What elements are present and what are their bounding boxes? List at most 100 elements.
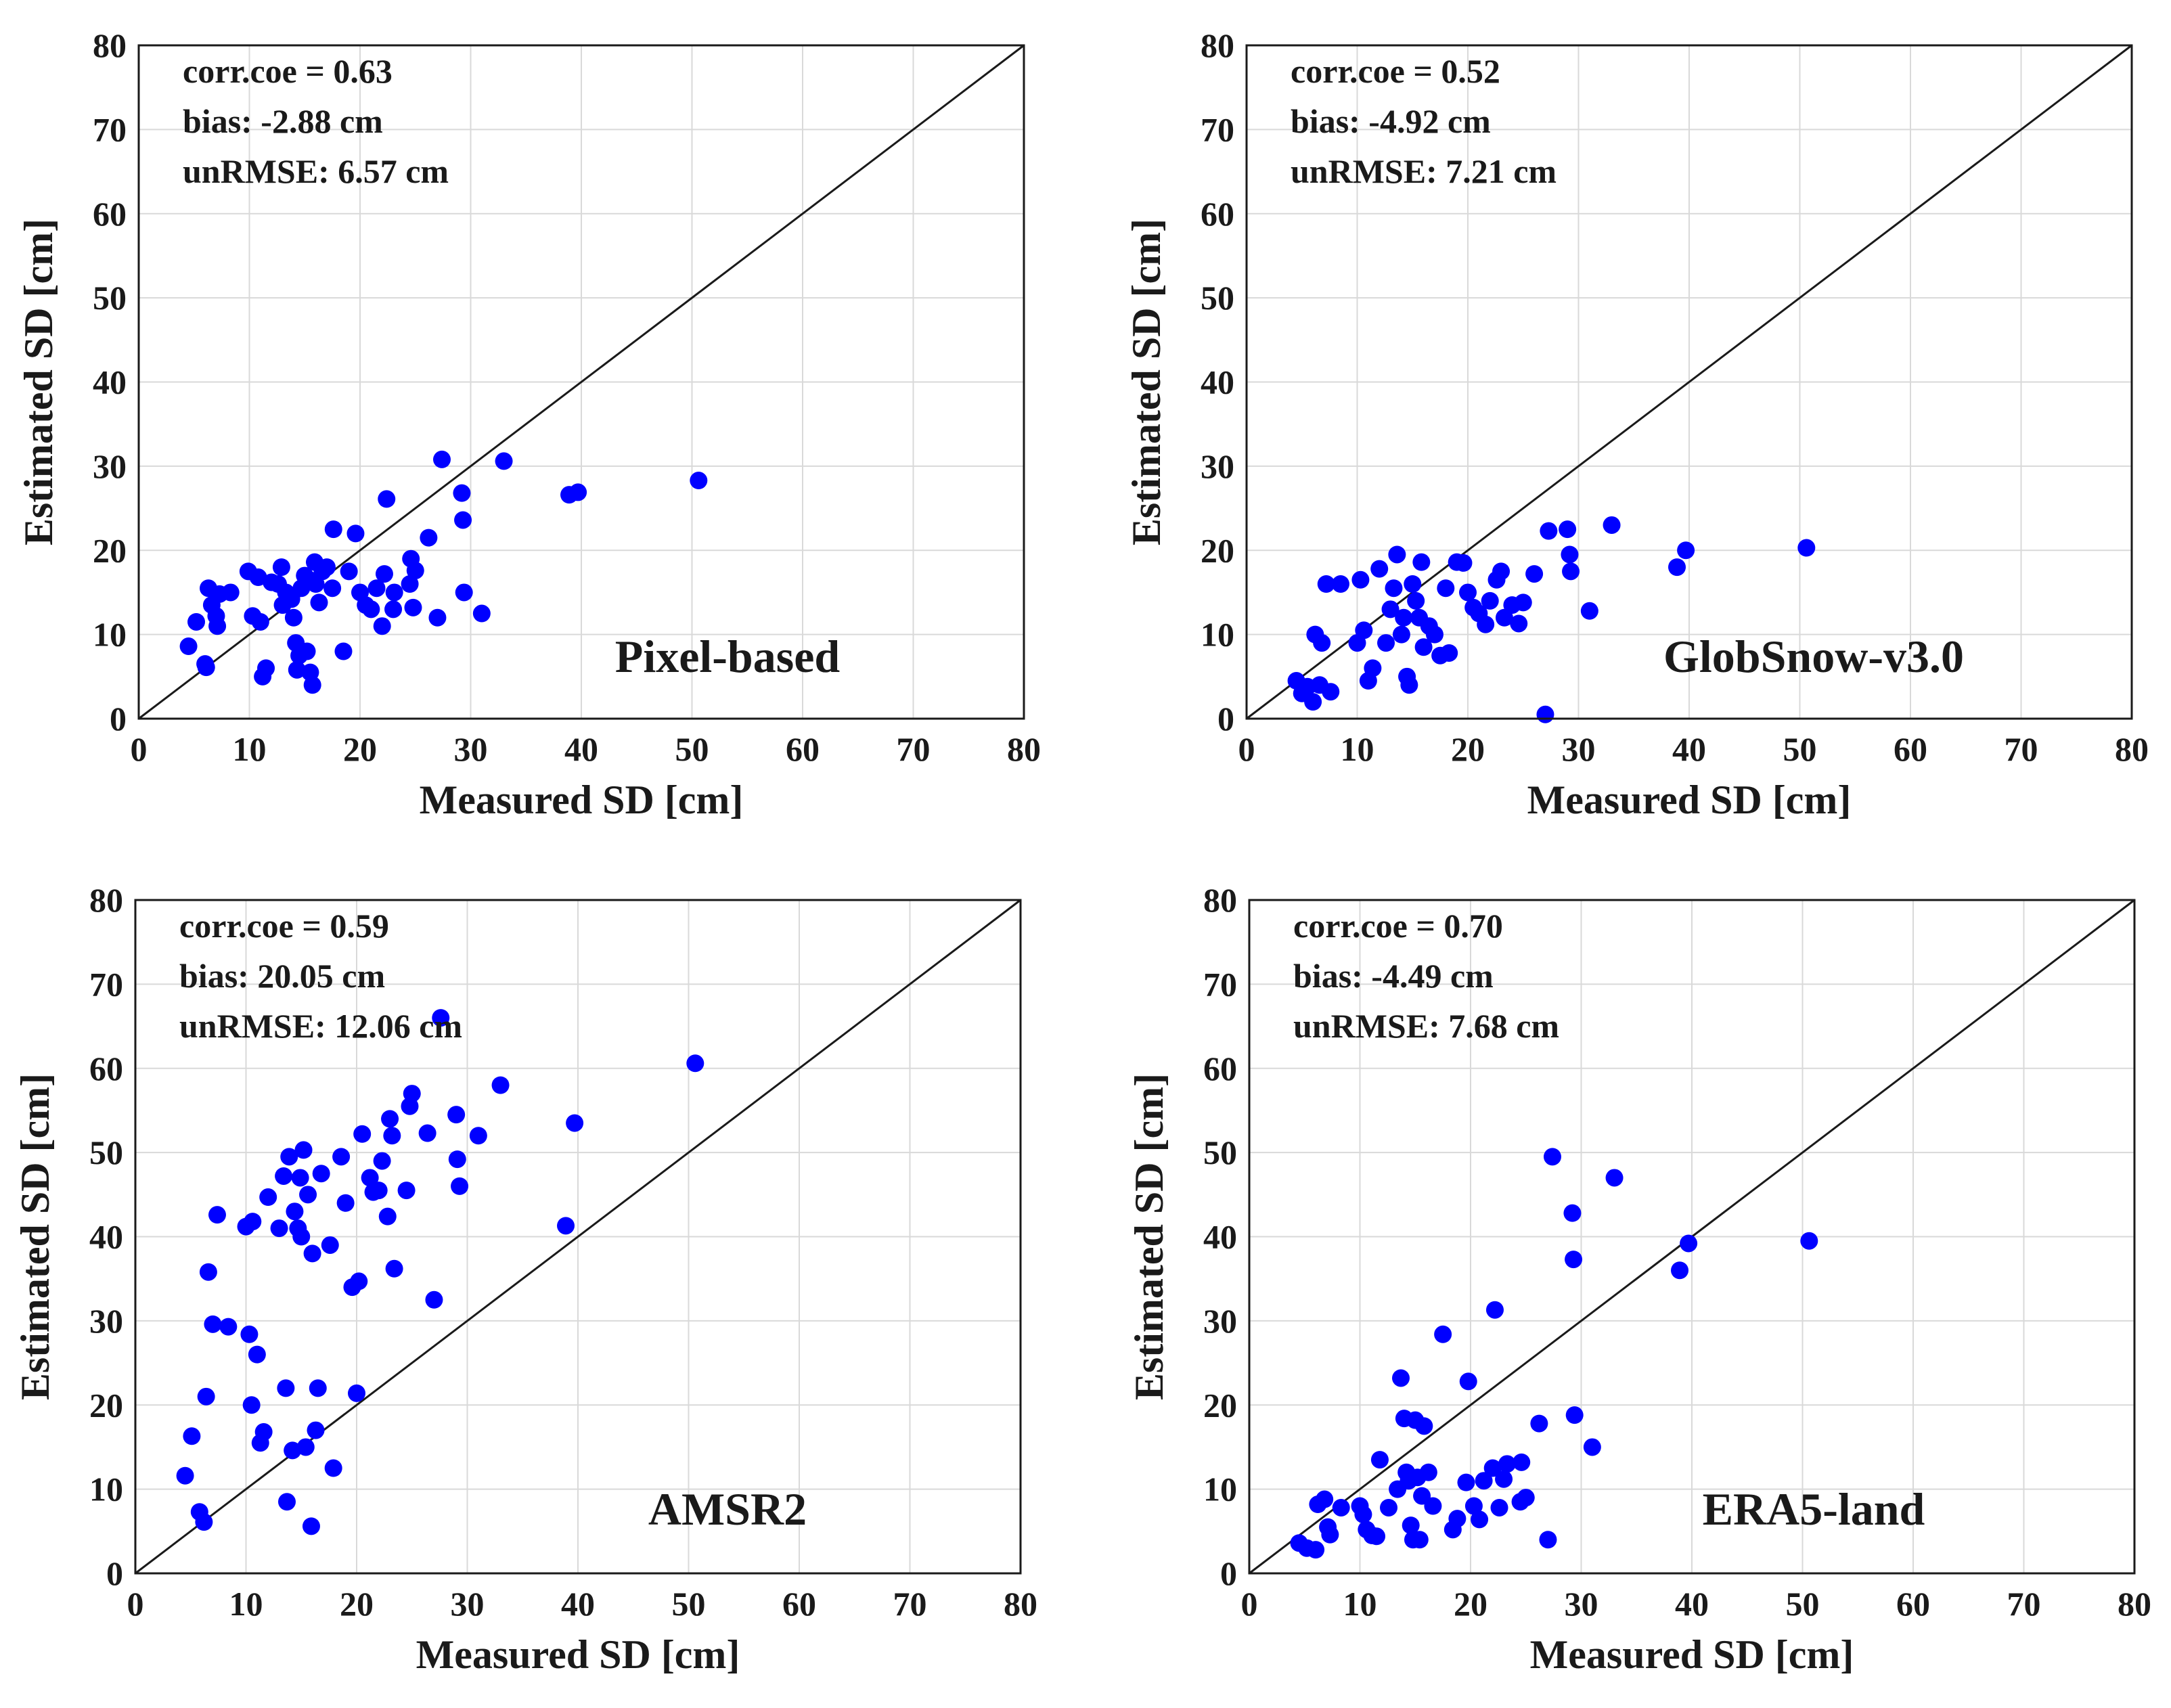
data-point <box>298 642 316 660</box>
data-point <box>385 1259 403 1278</box>
data-point <box>373 617 391 635</box>
x-tick-label: 50 <box>1786 1585 1820 1623</box>
data-point <box>1477 615 1495 633</box>
data-point <box>1410 1531 1429 1549</box>
data-point <box>350 1272 368 1290</box>
data-point <box>302 1517 320 1535</box>
plot-frame <box>1248 899 2136 1575</box>
data-point <box>1562 562 1580 581</box>
data-point <box>242 1396 261 1414</box>
data-point <box>1561 545 1579 564</box>
panel-amsr2: 0 10 20 30 40 50 60 70 80 0 10 20 30 40 50 60 70 80 Measu… <box>13 881 1037 1677</box>
x-tick-label: 60 <box>1896 1585 1930 1623</box>
data-point <box>454 511 472 529</box>
data-point <box>1407 591 1425 610</box>
data-point <box>1475 1472 1493 1490</box>
stat-unrmse: unRMSE: 6.57 cm <box>183 152 449 190</box>
data-point <box>1370 560 1389 578</box>
data-point <box>1392 625 1410 644</box>
y-tick-label: 70 <box>93 110 127 148</box>
data-point <box>270 1219 288 1238</box>
one-to-one-line <box>135 899 1021 1575</box>
data-point <box>346 524 365 543</box>
data-point <box>1364 659 1382 677</box>
data-point <box>472 604 491 623</box>
y-tick-label: 30 <box>1201 447 1234 485</box>
data-point <box>195 1513 213 1531</box>
data-point <box>1565 1251 1583 1269</box>
y-tick-label: 30 <box>93 447 127 485</box>
y-tick-label: 40 <box>89 1218 123 1256</box>
data-point <box>1490 1498 1508 1516</box>
data-point <box>294 1141 313 1159</box>
data-point <box>1471 1510 1489 1529</box>
data-point <box>1530 1414 1548 1433</box>
data-point <box>1332 1498 1350 1516</box>
x-axis-label: Measured SD [cm] <box>1530 1632 1854 1677</box>
data-point <box>299 1186 317 1204</box>
data-point <box>1351 570 1370 589</box>
data-point <box>378 490 396 508</box>
model-label: GlobSnow-v3.0 <box>1663 631 1964 682</box>
data-point <box>1671 1261 1689 1280</box>
data-point <box>1391 1369 1410 1387</box>
y-tick-label: 0 <box>1220 1554 1237 1592</box>
x-tick-label: 80 <box>2115 730 2149 768</box>
data-point <box>1459 1372 1477 1391</box>
data-point <box>370 1182 388 1200</box>
y-tick-label: 10 <box>1201 616 1234 654</box>
data-point <box>336 1194 355 1212</box>
data-point <box>183 1427 201 1445</box>
data-point <box>1331 575 1349 593</box>
data-point <box>197 1387 215 1406</box>
model-label: ERA5-land <box>1703 1483 1925 1535</box>
data-point <box>397 1182 416 1200</box>
panel-pixel-based: 0 10 20 30 40 50 60 70 80 0 10 20 30 40 50 60 70 80 Measu… <box>16 26 1041 822</box>
data-point <box>1580 602 1598 620</box>
data-point <box>1419 1463 1437 1481</box>
stat-unrmse: unRMSE: 7.68 cm <box>1293 1007 1559 1045</box>
data-point <box>1388 545 1406 564</box>
data-point <box>1434 1325 1452 1343</box>
x-tick-label: 20 <box>340 1585 374 1623</box>
data-point <box>1454 554 1473 572</box>
data-point <box>292 1228 311 1246</box>
y-tick-label: 0 <box>106 1554 123 1592</box>
y-tick-label: 0 <box>110 700 127 738</box>
data-point <box>378 1207 397 1226</box>
x-tick-label: 10 <box>1343 1585 1377 1623</box>
data-point <box>277 1493 296 1511</box>
data-point <box>432 450 451 468</box>
y-tick-label: 70 <box>89 965 123 1003</box>
data-point <box>1424 1497 1442 1515</box>
data-point <box>1513 1453 1531 1471</box>
x-tick-label: 20 <box>343 730 377 768</box>
x-tick-label: 60 <box>786 730 820 768</box>
data-point <box>204 1315 222 1333</box>
data-point <box>251 612 269 631</box>
data-point <box>1797 539 1816 557</box>
y-tick-label: 80 <box>1203 881 1237 919</box>
data-point <box>288 660 306 679</box>
y-tick-label: 60 <box>1203 1050 1237 1087</box>
stat-corr: corr.coe = 0.52 <box>1291 52 1500 90</box>
y-tick-label: 10 <box>1203 1470 1237 1508</box>
data-point <box>403 1085 421 1103</box>
stat-bias: bias: -4.49 cm <box>1293 957 1494 995</box>
data-point <box>1414 638 1433 656</box>
model-label: Pixel-based <box>615 631 841 682</box>
data-point <box>1380 1498 1398 1516</box>
x-tick-label: 40 <box>1675 1585 1709 1623</box>
y-axis-label: Estimated SD [cm] <box>1127 1073 1171 1400</box>
data-point <box>451 1177 469 1195</box>
data-point <box>208 617 227 635</box>
y-tick-label: 10 <box>89 1470 123 1508</box>
data-point <box>1307 1541 1325 1559</box>
data-point <box>199 1263 217 1281</box>
data-point <box>1565 1406 1584 1424</box>
panel-globsnow: 0 10 20 30 40 50 60 70 80 0 10 20 30 40 50 60 70 80 Measu… <box>1124 26 2149 822</box>
data-point <box>448 1150 466 1169</box>
data-point <box>284 1441 302 1460</box>
data-point <box>1495 1470 1513 1488</box>
data-point <box>340 562 358 581</box>
